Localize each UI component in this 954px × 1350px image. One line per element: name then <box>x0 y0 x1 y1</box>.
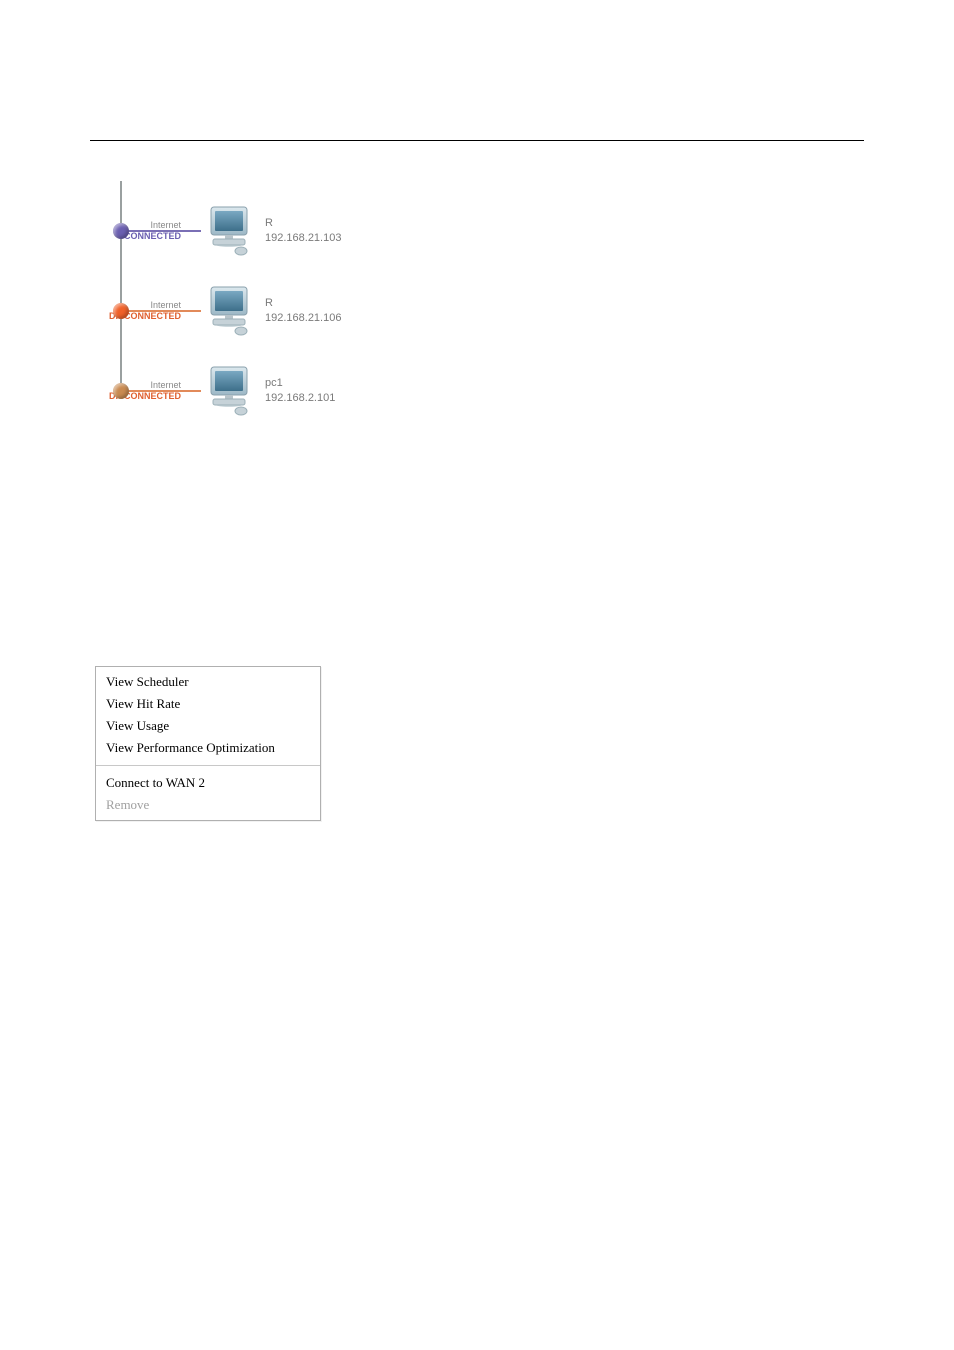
menu-item[interactable]: View Usage <box>96 715 320 737</box>
status-label: InternetDISCONNECTED <box>95 380 195 402</box>
menu-item[interactable]: View Hit Rate <box>96 693 320 715</box>
menu-item-connect[interactable]: Connect to WAN 2 <box>96 772 320 794</box>
network-row: InternetDISCONNECTED pc1192.168.2.101 <box>95 351 375 431</box>
host-info: R192.168.21.103 <box>265 216 341 246</box>
menu-item-remove: Remove <box>96 794 320 816</box>
status-label-line1: Internet <box>95 220 181 231</box>
host-info: pc1192.168.2.101 <box>265 376 335 406</box>
status-label-line1: Internet <box>95 300 181 311</box>
menu-divider <box>96 765 320 766</box>
context-menu: View SchedulerView Hit RateView UsageVie… <box>95 666 321 821</box>
status-label-line2: CONNECTED <box>95 231 181 242</box>
status-dot-icon <box>113 383 129 399</box>
status-label: InternetCONNECTED <box>95 220 195 242</box>
network-row: InternetDISCONNECTED R192.168.21.106 <box>95 271 375 351</box>
host-ip: 192.168.21.106 <box>265 311 341 326</box>
network-status-diagram: InternetCONNECTED R192.168.21.103Interne… <box>95 191 375 431</box>
host-name: R <box>265 296 341 311</box>
menu-section-bottom: Connect to WAN 2 Remove <box>96 768 320 820</box>
menu-item[interactable]: View Scheduler <box>96 671 320 693</box>
computer-icon <box>203 283 259 339</box>
host-info: R192.168.21.106 <box>265 296 341 326</box>
host-ip: 192.168.2.101 <box>265 391 335 406</box>
host-ip: 192.168.21.103 <box>265 231 341 246</box>
status-label-line1: Internet <box>95 380 181 391</box>
status-label-line2: DISCONNECTED <box>95 391 181 402</box>
status-label: InternetDISCONNECTED <box>95 300 195 322</box>
status-label-line2: DISCONNECTED <box>95 311 181 322</box>
document-page: InternetCONNECTED R192.168.21.103Interne… <box>0 0 954 881</box>
computer-icon <box>203 363 259 419</box>
status-dot-icon <box>113 303 129 319</box>
status-dot-icon <box>113 223 129 239</box>
menu-item[interactable]: View Performance Optimization <box>96 737 320 759</box>
host-name: pc1 <box>265 376 335 391</box>
horizontal-rule <box>90 140 864 141</box>
computer-icon <box>203 203 259 259</box>
network-row: InternetCONNECTED R192.168.21.103 <box>95 191 375 271</box>
menu-section-top: View SchedulerView Hit RateView UsageVie… <box>96 667 320 763</box>
host-name: R <box>265 216 341 231</box>
